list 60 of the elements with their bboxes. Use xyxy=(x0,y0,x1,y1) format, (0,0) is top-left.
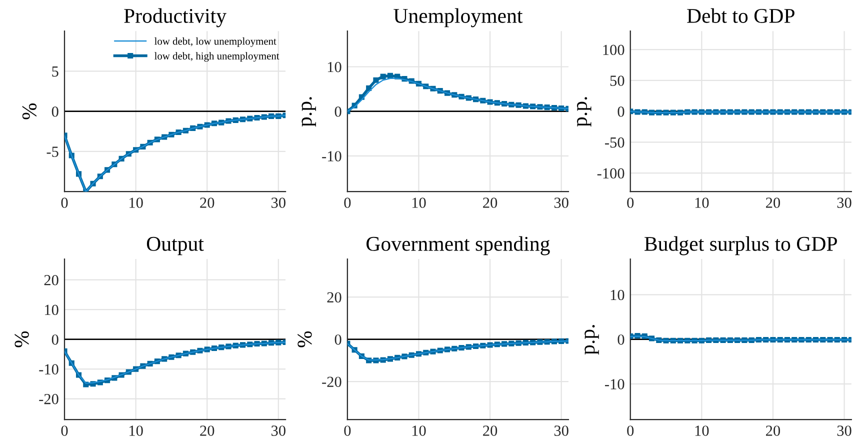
x-tick-label: 30 xyxy=(554,426,568,436)
y-axis-title: % xyxy=(22,103,36,120)
x-tick-label: 30 xyxy=(837,198,852,208)
x-tick-label: 20 xyxy=(200,198,214,208)
y-tick-label: 10 xyxy=(328,62,342,72)
x-tick-label: 20 xyxy=(483,198,498,208)
y-tick-label: 10 xyxy=(45,304,58,316)
chart-title: Government spending xyxy=(366,236,550,256)
x-tick-label: 30 xyxy=(272,426,286,436)
x-tick-label: 20 xyxy=(766,198,780,208)
y-tick-label: 10 xyxy=(610,290,624,300)
y-axis-title: p.p. xyxy=(302,97,316,127)
y-tick-label: 50 xyxy=(610,76,624,86)
x-tick-label: 30 xyxy=(554,198,568,208)
x-tick-label: 0 xyxy=(344,198,351,208)
x-tick-label: 0 xyxy=(627,426,634,436)
y-tick-label: 0 xyxy=(618,334,624,345)
y-tick-label: 20 xyxy=(44,274,58,286)
y-tick-label: -20 xyxy=(39,394,58,404)
legend-label: low debt, high unemployment xyxy=(154,52,280,62)
y-axis-title: p.p. xyxy=(576,97,592,127)
y-tick-label: 0 xyxy=(334,334,342,345)
chart-title: Debt to GDP xyxy=(687,8,794,23)
chart-title: Output xyxy=(146,236,204,256)
y-tick-label: -10 xyxy=(605,379,624,390)
x-tick-label: 0 xyxy=(61,426,68,436)
chart-title: Budget surplus to GDP xyxy=(644,236,837,256)
y-tick-label: 5 xyxy=(52,66,58,77)
x-tick-label: 10 xyxy=(695,426,709,436)
x-tick-label: 20 xyxy=(766,426,780,436)
y-tick-label: 0 xyxy=(618,106,624,117)
y-axis-title: % xyxy=(298,331,312,348)
x-tick-label: 30 xyxy=(272,198,286,208)
x-tick-label: 10 xyxy=(130,198,143,208)
legend-label: low debt, low unemployment xyxy=(154,37,276,47)
y-tick-label: 0 xyxy=(334,106,342,117)
x-tick-label: 20 xyxy=(200,426,214,436)
x-tick-label: 10 xyxy=(412,198,426,208)
y-tick-label: 20 xyxy=(327,292,342,303)
chart-title: Productivity xyxy=(124,8,226,28)
x-tick-label: 20 xyxy=(483,426,498,436)
x-tick-label: 0 xyxy=(344,426,351,436)
y-tick-label: 0 xyxy=(52,106,58,117)
y-tick-label: -20 xyxy=(322,376,342,388)
x-tick-label: 10 xyxy=(412,426,426,436)
x-tick-label: 10 xyxy=(695,198,709,208)
y-tick-label: -50 xyxy=(605,137,624,148)
y-tick-label: -10 xyxy=(39,364,58,374)
y-tick-label: -100 xyxy=(597,168,624,179)
y-tick-label: 100 xyxy=(603,44,624,56)
x-tick-label: 10 xyxy=(130,426,143,436)
y-axis-title: % xyxy=(14,331,29,348)
x-tick-label: 30 xyxy=(837,426,852,436)
y-tick-label: -10 xyxy=(322,151,342,162)
y-tick-label: -5 xyxy=(46,146,58,157)
y-tick-label: 0 xyxy=(52,334,58,345)
x-tick-label: 0 xyxy=(627,198,634,208)
chart-title: Unemployment xyxy=(394,8,523,28)
x-tick-label: 0 xyxy=(61,198,68,208)
y-axis-title: p.p. xyxy=(584,325,599,355)
